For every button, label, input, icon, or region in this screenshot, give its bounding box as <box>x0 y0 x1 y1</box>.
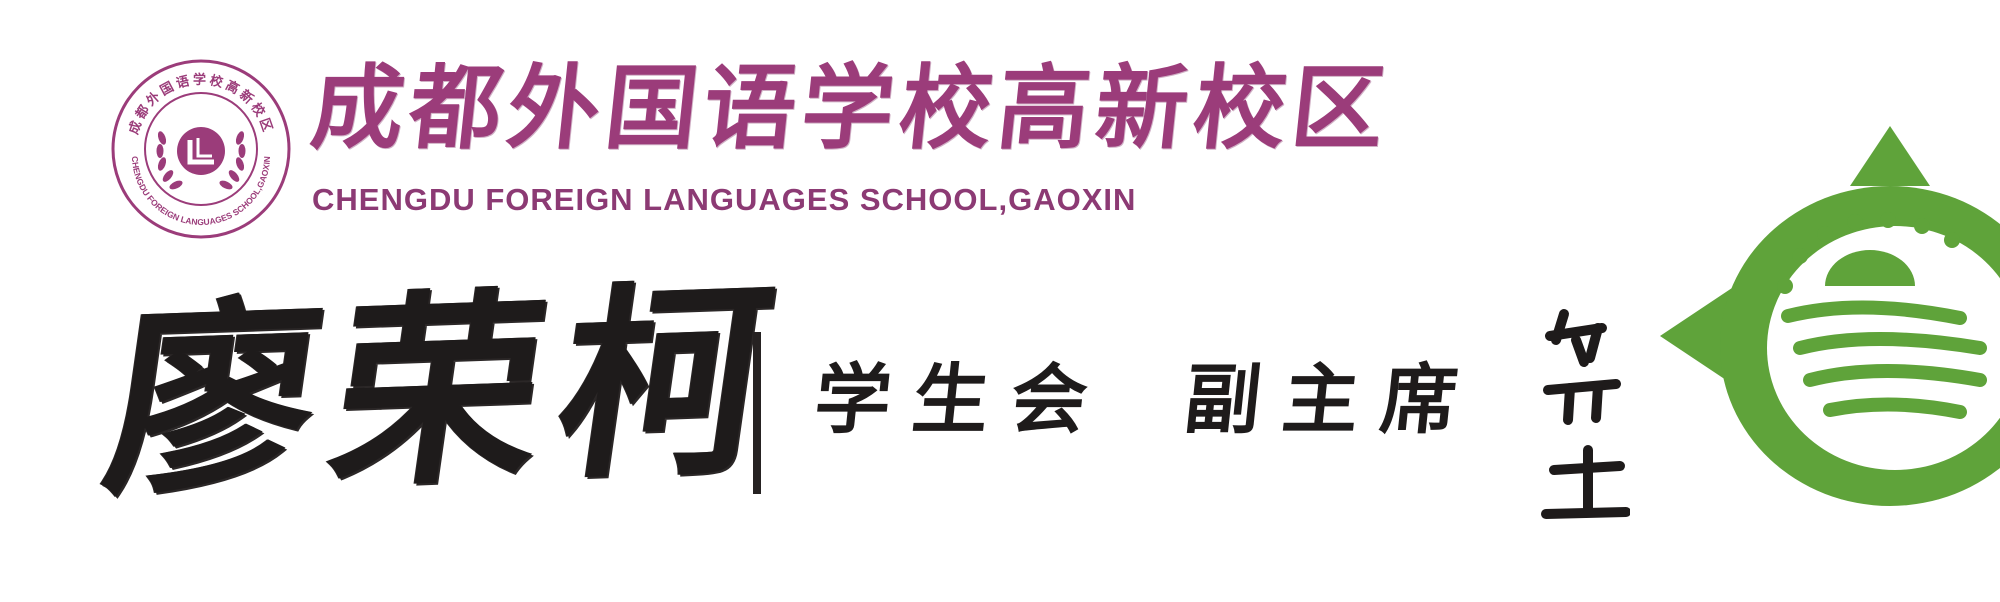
school-name-english: CHENGDU FOREIGN LANGUAGES SCHOOL,GAOXIN <box>312 182 1137 217</box>
role-title: 副主席 <box>1180 355 1484 444</box>
role-organization: 学生会 <box>810 355 1114 444</box>
calligraphy-seal-mark-icon <box>1541 309 1630 519</box>
school-name-chinese: 成都外国语学校高新校区 <box>306 54 1396 162</box>
vertical-divider <box>753 332 761 494</box>
school-seal-logo: 成都外国语学校高新校区 CHENGDU FOREIGN LANGUAGES SC… <box>111 59 291 239</box>
green-fish-globe-emblem-icon <box>1660 126 2000 506</box>
person-name: 廖荣柯 <box>92 258 803 524</box>
